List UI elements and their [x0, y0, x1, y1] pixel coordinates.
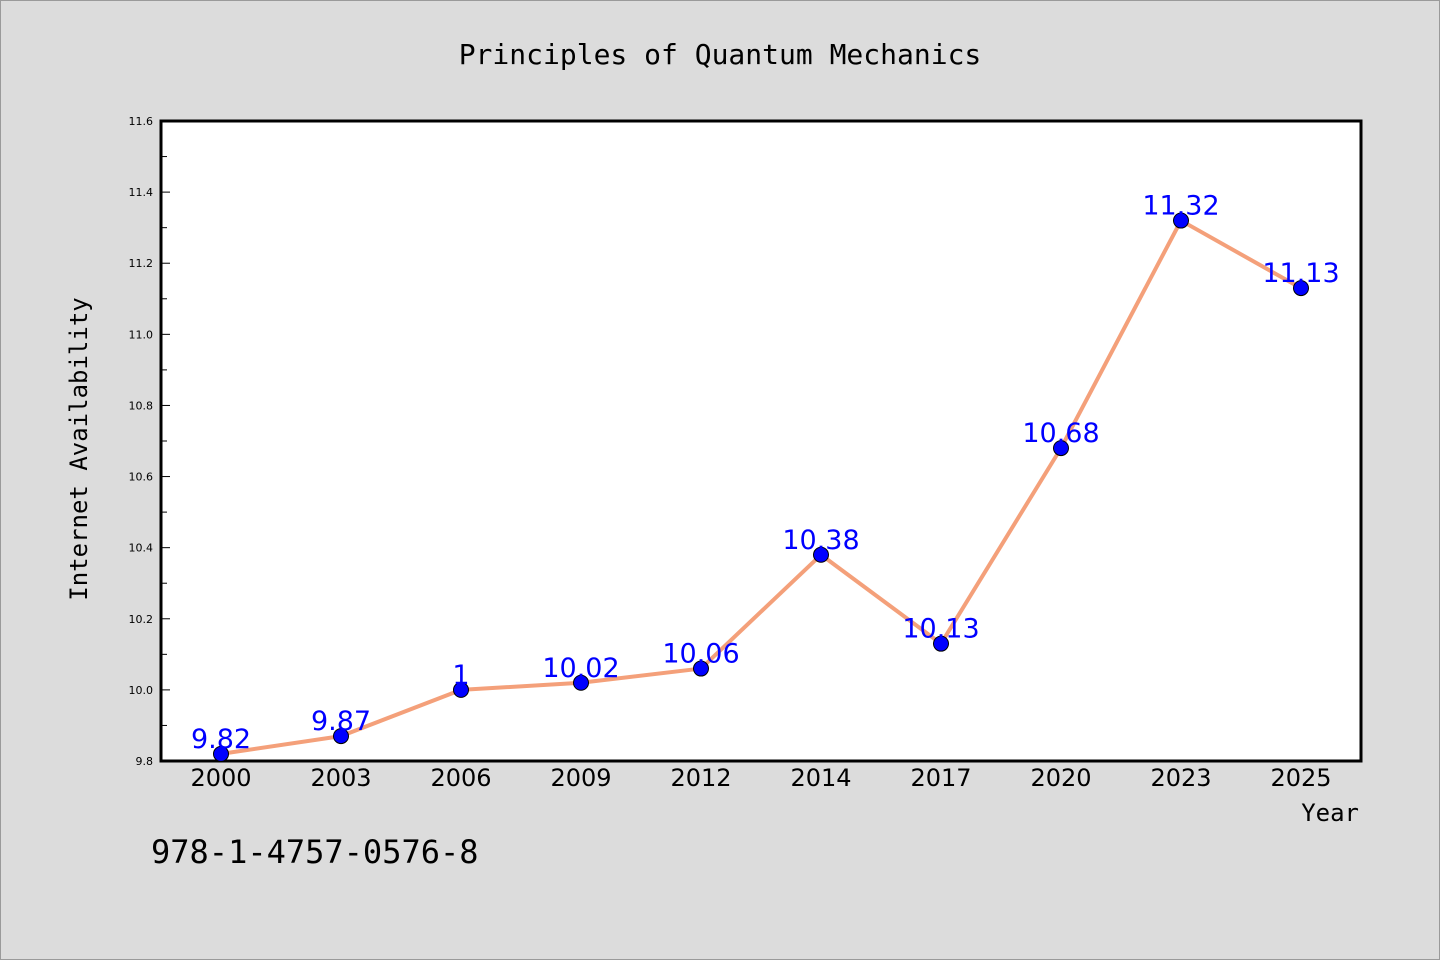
y-tick-label: 11.0	[129, 328, 154, 341]
y-tick-label: 10.6	[129, 471, 154, 484]
y-tick-label: 9.8	[136, 755, 154, 768]
data-point	[1293, 280, 1309, 297]
y-tick-label: 10.4	[129, 542, 154, 555]
data-point	[573, 674, 589, 691]
y-tick-label: 11.4	[129, 186, 154, 199]
data-label: 10.68	[1022, 418, 1099, 449]
y-tick-label: 10.0	[129, 684, 154, 697]
data-labels: 9.82 9.87 1 10.02 10.06 10.38 10.13 10.68 11.32 1…	[191, 191, 1340, 755]
y-tick-label: 11.6	[129, 115, 154, 128]
x-tick-label: 2006	[430, 764, 491, 792]
x-tick-label: 2014	[790, 764, 851, 792]
x-tick-label: 2012	[670, 764, 731, 792]
x-axis: 2000 2003 2006 2009 2012 2014 2017 2020 2023 2025	[190, 764, 1331, 792]
y-tick-label: 10.2	[129, 613, 154, 626]
data-label: 10.06	[662, 639, 739, 670]
data-point	[933, 635, 949, 652]
y-tick-label: 11.2	[129, 257, 154, 270]
series-line	[219, 218, 1303, 756]
data-label: 9.87	[311, 706, 371, 737]
data-label: 11.32	[1142, 191, 1219, 222]
y-axis-label: Internet Availability	[65, 297, 93, 600]
isbn-annotation: 978-1-4757-0576-8	[151, 833, 479, 871]
data-label: 10.02	[542, 653, 619, 684]
data-label: 10.13	[902, 614, 979, 645]
x-tick-label: 2025	[1270, 764, 1331, 792]
data-point	[213, 745, 229, 762]
data-label: 1	[452, 660, 469, 691]
x-tick-label: 2009	[550, 764, 611, 792]
data-point	[1053, 440, 1069, 457]
x-tick-label: 2000	[190, 764, 251, 792]
data-label: 9.82	[191, 724, 251, 755]
series-group	[213, 212, 1309, 762]
data-point	[453, 681, 469, 698]
x-tick-label: 2023	[1150, 764, 1211, 792]
data-label: 10.38	[782, 525, 859, 556]
data-point	[813, 546, 829, 563]
data-label: 11.13	[1262, 258, 1339, 289]
data-point	[333, 728, 349, 745]
data-point	[1173, 212, 1189, 229]
y-tick-label: 10.8	[129, 399, 154, 412]
x-tick-label: 2017	[910, 764, 971, 792]
data-point	[693, 660, 709, 677]
x-tick-label: 2003	[310, 764, 371, 792]
plot-area	[159, 119, 1363, 763]
y-axis: 9.8 10.0 10.2 10.4 10.6 10.8 11.0 11.2 11.4 11.6	[129, 115, 170, 768]
x-tick-label: 2020	[1030, 764, 1091, 792]
chart-title: Principles of Quantum Mechanics	[459, 38, 982, 71]
x-axis-label: Year	[1301, 799, 1359, 827]
